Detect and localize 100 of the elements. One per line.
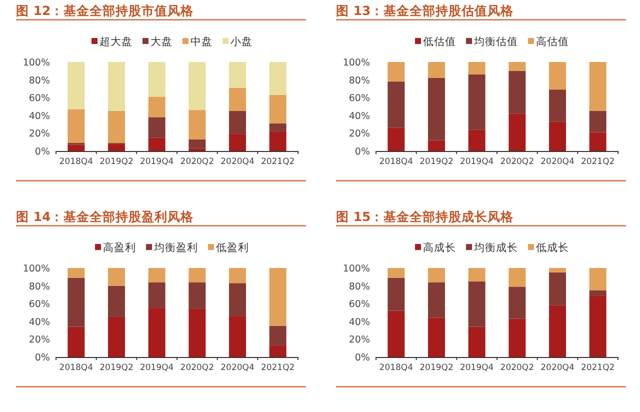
bar	[428, 268, 445, 282]
y-tick-label: 60%	[348, 93, 370, 104]
x-tick-label: 2019Q4	[460, 363, 494, 373]
legend-label: 低估值	[423, 36, 456, 48]
y-tick-label: 40%	[28, 316, 50, 328]
bar	[148, 62, 166, 97]
x-tick-label: 2019Q4	[140, 363, 174, 373]
bar	[229, 88, 246, 111]
bar	[549, 305, 566, 357]
x-tick-label: 2019Q2	[420, 363, 454, 373]
y-tick-label: 0%	[34, 352, 50, 364]
y-tick-label: 60%	[28, 93, 50, 104]
bar	[188, 148, 206, 151]
bar	[468, 281, 486, 327]
bar	[468, 326, 486, 357]
bar	[148, 268, 166, 282]
x-tick-label: 2021Q2	[580, 157, 615, 167]
x-tick-label: 2018Q4	[379, 363, 414, 373]
y-tick-label: 80%	[348, 75, 370, 86]
bar	[508, 286, 526, 319]
x-tick-label: 2018Q4	[59, 363, 94, 373]
legend-label: 中盘	[190, 35, 212, 48]
bar	[229, 134, 246, 151]
y-tick-label: 0%	[34, 146, 50, 158]
x-tick-label: 2018Q4	[59, 157, 94, 167]
bar	[388, 310, 405, 357]
y-tick-label: 100%	[342, 264, 370, 274]
y-tick-label: 0%	[354, 146, 370, 158]
chart-title: 图 12：基金全部持股市值风格	[16, 3, 195, 18]
x-tick-label: 2020Q4	[540, 157, 574, 167]
bar	[229, 62, 246, 88]
bar	[68, 144, 85, 151]
bar	[428, 78, 445, 140]
bar	[229, 268, 246, 284]
x-tick-label: 2019Q2	[420, 157, 454, 167]
x-tick-label: 2019Q2	[100, 363, 134, 373]
y-tick-label: 20%	[348, 128, 370, 140]
bar	[508, 268, 526, 287]
bar	[108, 62, 125, 111]
x-tick-label: 2021Q2	[260, 157, 295, 167]
bar	[508, 114, 526, 151]
x-tick-label: 2020Q4	[220, 157, 254, 167]
bar	[108, 286, 125, 317]
chart-title: 图 14：基金全部持股盈利风格	[16, 209, 195, 224]
bar	[269, 326, 286, 346]
bar	[148, 308, 166, 357]
bar	[428, 282, 445, 318]
y-tick-label: 60%	[348, 299, 370, 310]
x-tick-label: 2018Q4	[379, 157, 414, 167]
bar	[589, 62, 606, 111]
chart-title: 图 15：基金全部持股成长风格	[336, 209, 515, 224]
bar	[508, 62, 526, 71]
bar	[269, 94, 286, 124]
bar	[188, 62, 206, 110]
bar	[388, 278, 405, 311]
bar	[468, 130, 486, 151]
x-tick-label: 2021Q2	[260, 363, 295, 373]
bar	[428, 140, 445, 151]
bar	[68, 109, 85, 143]
bar	[108, 316, 125, 357]
bar	[468, 268, 486, 282]
legend-label: 小盘	[230, 35, 252, 48]
legend-label: 高盈利	[103, 241, 136, 254]
bar	[508, 318, 526, 357]
bar	[428, 62, 445, 78]
bar	[108, 110, 125, 143]
bar	[549, 62, 566, 90]
y-tick-label: 100%	[22, 58, 50, 68]
bar	[388, 62, 405, 82]
bar	[188, 308, 206, 357]
chart-title: 图 13：基金全部持股估值风格	[336, 3, 515, 18]
bar	[269, 62, 286, 95]
y-tick-label: 80%	[348, 281, 370, 292]
y-tick-label: 40%	[348, 316, 370, 328]
bar	[269, 345, 286, 357]
bar	[148, 96, 166, 118]
y-tick-label: 20%	[348, 334, 370, 346]
y-tick-label: 0%	[354, 352, 370, 364]
y-tick-label: 40%	[28, 110, 50, 122]
bar	[388, 82, 405, 128]
bar	[148, 282, 166, 308]
bar	[589, 290, 606, 296]
y-tick-label: 40%	[348, 110, 370, 122]
bar	[589, 268, 606, 290]
bar	[589, 132, 606, 151]
bar	[269, 131, 286, 151]
x-tick-label: 2020Q2	[500, 363, 534, 373]
y-tick-label: 20%	[28, 128, 50, 140]
bar	[589, 296, 606, 357]
bar	[148, 117, 166, 138]
bar	[269, 268, 286, 326]
bar	[148, 138, 166, 151]
bar	[468, 62, 486, 74]
legend-label: 高成长	[423, 241, 456, 254]
bar	[468, 74, 486, 130]
y-tick-label: 80%	[28, 281, 50, 292]
bar	[508, 70, 526, 114]
bar	[108, 144, 125, 151]
y-tick-label: 60%	[28, 299, 50, 310]
legend-label: 低盈利	[216, 241, 249, 254]
